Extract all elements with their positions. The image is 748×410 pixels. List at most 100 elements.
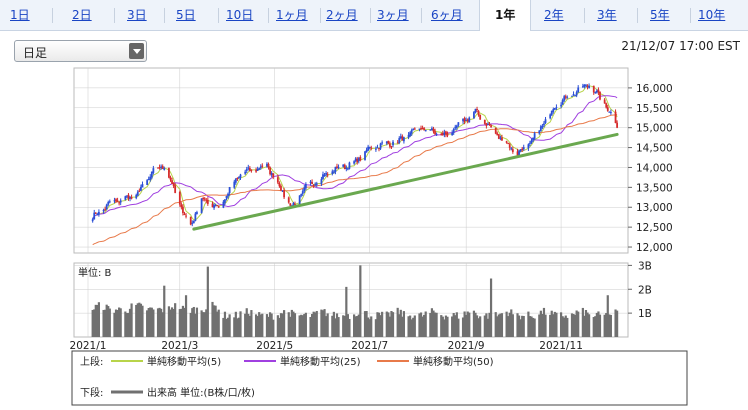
volume-bar [156,308,160,337]
trendline-group [192,132,619,231]
candle-body [191,222,194,224]
candle-body [357,158,360,162]
volume-bar [205,309,208,337]
candle-body [474,108,477,113]
volume-bar [508,312,511,337]
legend-item-ma25: 単純移動平均(25) [280,355,361,368]
candle-body [118,202,121,204]
tab-2-month[interactable]: 2ヶ月 [326,8,358,22]
candle-body [105,204,108,210]
volume-bar [292,311,295,337]
candle-body [424,130,427,132]
candle-body [287,197,290,203]
x-tick-label: 2021/1 [70,340,107,352]
volume-bar [609,314,612,337]
candle-body [455,125,458,128]
tab-6-month[interactable]: 6ヶ月 [431,8,463,22]
tab-5-day[interactable]: 5日 [176,8,196,22]
candle-body [239,174,242,178]
tab-3-year[interactable]: 3年 [597,8,617,22]
volume-bar [301,315,304,337]
price-y-tick-label: 14,000 [636,162,673,174]
volume-bar [533,318,536,337]
volume-bar [200,310,203,337]
price-y-tick-labels: 16,000 15,500 15,000 14,500 14,000 13,500 13,0… [628,83,673,254]
tab-3-month[interactable]: 3ヶ月 [377,8,409,22]
volume-bar [507,316,510,337]
volume-bar [312,311,315,337]
candle-body [616,122,619,128]
tab-1-month[interactable]: 1ヶ月 [276,8,308,22]
price-gridlines [74,68,628,253]
volume-bar [250,310,253,337]
candle-body [348,162,351,169]
candle-body [574,95,576,97]
volume-bar [385,311,388,337]
candle-body [270,173,273,175]
chevron-down-icon[interactable] [129,43,144,59]
volume-bar [289,316,292,337]
candle-body [94,212,97,214]
volume-bar [396,307,399,337]
volume-bar [194,313,197,337]
tab-separator [421,8,422,23]
volume-bar [443,319,446,337]
candle-body [359,157,362,161]
volume-bar [141,305,144,337]
candle-body [334,166,337,172]
volume-bar [365,311,368,337]
tab-2-year[interactable]: 2年 [544,8,564,22]
candle-body [421,128,424,130]
candle-body [379,143,382,149]
candle-body [261,165,264,167]
volume-bar [267,316,270,337]
volume-bar [96,304,99,337]
candle-body [429,129,432,131]
tab-3-day[interactable]: 3日 [127,8,147,22]
price-y-tick-label: 14,500 [636,143,673,155]
tab-separator [218,8,219,23]
volume-bar [314,312,317,337]
volume-bar [236,318,239,337]
candle-body [217,206,220,208]
candle-body [390,146,393,148]
tab-2-day[interactable]: 2日 [72,8,92,22]
tab-5-year[interactable]: 5年 [650,8,670,22]
volume-bar [211,301,214,337]
volume-bar [169,309,172,337]
volume-bars [91,265,619,337]
volume-bar [183,307,186,337]
volume-bar [259,314,262,337]
candle-body [107,201,110,205]
candle-body [104,208,107,210]
volume-bar [549,314,552,337]
volume-bar [233,317,236,337]
candle-body [445,131,447,135]
tab-separator [320,8,321,23]
tab-10-year[interactable]: 10年 [698,8,726,22]
period-select[interactable]: 日足 [14,40,147,62]
candle-body [200,198,203,214]
tab-1-year[interactable]: 1年 [479,0,532,31]
candle-body [508,144,511,148]
tab-1-day[interactable]: 1日 [10,8,30,22]
candle-body [332,171,335,173]
candle-body [343,164,346,170]
volume-bar [468,312,471,337]
x-tick-label: 2021/3 [161,340,198,352]
volume-bar [279,313,283,337]
volume-bar [603,314,606,337]
candle-body [346,168,349,170]
volume-bar [457,318,460,337]
candle-body [211,203,214,208]
volume-bar [488,312,491,337]
ma25-line [92,95,618,220]
volume-bar [300,314,303,337]
candle-body [463,118,466,122]
candle-body [266,163,268,167]
candle-body [440,133,443,135]
legend-item-volume: 出来高 単位:(B株/口/枚) [147,386,255,399]
volume-bar [239,311,242,337]
tab-10-day[interactable]: 10日 [226,8,254,22]
candle-body [376,147,379,149]
